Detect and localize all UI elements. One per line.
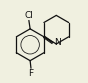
Text: N: N <box>54 38 61 47</box>
Text: Cl: Cl <box>24 11 33 20</box>
Text: F: F <box>28 69 34 78</box>
